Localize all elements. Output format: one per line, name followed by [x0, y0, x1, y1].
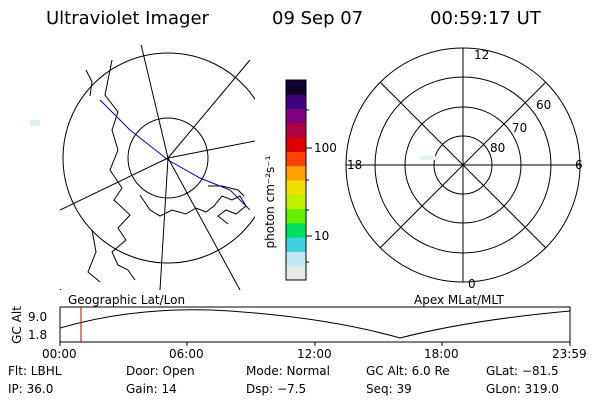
mlt-label-0: 0	[468, 277, 476, 291]
color-bar-band	[286, 222, 306, 238]
altitude-ytick-low: 1.8	[28, 328, 48, 342]
color-bar-band	[286, 180, 306, 195]
lon-line	[159, 157, 169, 290]
mlat-label-80: 80	[490, 141, 506, 155]
lon-line	[60, 157, 169, 211]
lon-line	[167, 157, 241, 290]
time-label: 00:59:17 UT	[430, 8, 541, 29]
info-gain: Gain: 14	[126, 382, 177, 396]
info-seq: Seq: 39	[366, 382, 412, 396]
color-bar-tick-label-100: 100	[314, 141, 337, 155]
color-bar-unit-label: photon cm⁻²s⁻¹	[263, 155, 277, 249]
info-glon: GLon: 319.0	[486, 382, 559, 396]
color-bar-band	[286, 208, 306, 224]
color-bar-band	[286, 94, 306, 110]
mlat-label-70: 70	[512, 121, 528, 135]
geo-map-label: Geographic Lat/Lon	[68, 293, 186, 307]
altitude-xtick: 23:59	[552, 347, 587, 361]
satellite-track	[99, 99, 251, 211]
altitude-xtick: 06:00	[169, 347, 204, 361]
color-bar-band	[286, 194, 306, 210]
mlt-label-12: 12	[474, 48, 490, 62]
color-bar-tick-label-10: 10	[314, 229, 330, 243]
color-bar-band	[286, 251, 306, 267]
info-glat: GLat: −81.5	[486, 364, 559, 378]
lon-line	[167, 140, 255, 159]
info-gc-alt: GC Alt: 6.0 Re	[366, 364, 450, 378]
altitude-plot-frame	[59, 306, 571, 343]
altitude-ylabel: GC Alt	[10, 306, 24, 344]
polar-diag	[379, 81, 547, 249]
altitude-ytick-high: 9.0	[28, 310, 48, 324]
lat-circle-middle	[62, 52, 255, 264]
info-ip: IP: 36.0	[8, 382, 54, 396]
polar-plot	[345, 47, 581, 283]
date-label: 09 Sep 07	[272, 8, 364, 29]
info-door: Door: Open	[126, 364, 195, 378]
color-bar-band	[286, 122, 306, 138]
app-title: Ultraviolet Imager	[46, 8, 209, 29]
info-dsp: Dsp: −7.5	[246, 382, 307, 396]
lon-line	[167, 59, 251, 159]
color-bar-band	[286, 237, 306, 252]
coastline	[85, 59, 247, 283]
color-bar-band	[286, 151, 306, 167]
color-bar-band	[286, 265, 306, 281]
mlt-label-18: 18	[347, 158, 363, 172]
lat-circle-inner	[127, 117, 209, 199]
polar-plot-label: Apex MLat/MLT	[414, 293, 504, 307]
noise-speck	[420, 156, 438, 160]
altitude-plot	[59, 306, 571, 346]
geographic-map	[60, 45, 255, 290]
mlat-label-60: 60	[536, 98, 552, 112]
altitude-xtick: 12:00	[297, 347, 332, 361]
altitude-curve	[59, 309, 571, 339]
mlt-label-6: 6	[575, 158, 583, 172]
color-bar-band	[286, 137, 306, 152]
color-bar-band	[286, 80, 306, 95]
info-mode: Mode: Normal	[246, 364, 330, 378]
color-bar-band	[286, 165, 306, 181]
color-bar	[286, 80, 306, 281]
info-filter: Flt: LBHL	[8, 364, 62, 378]
lon-line	[140, 45, 169, 159]
noise-speck	[30, 120, 40, 126]
altitude-xtick: 00:00	[42, 347, 77, 361]
altitude-xtick: 18:00	[424, 347, 459, 361]
color-bar-band	[286, 108, 306, 124]
